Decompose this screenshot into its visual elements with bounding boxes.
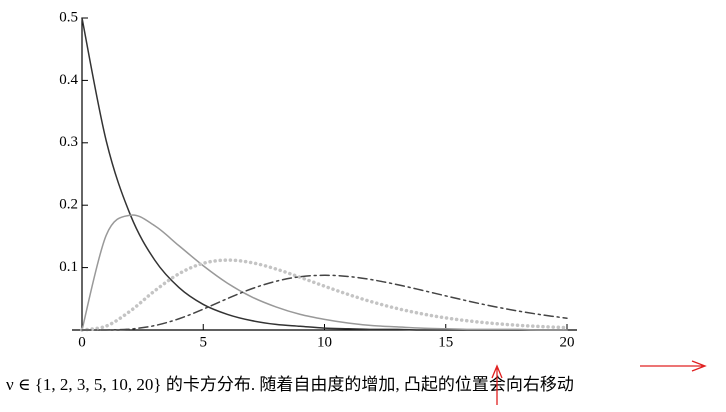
series-line bbox=[81, 214, 568, 331]
x-tick-label: 15 bbox=[438, 334, 453, 350]
series-line bbox=[81, 17, 568, 331]
y-tick-label: 0.1 bbox=[59, 259, 78, 275]
x-tick-label: 0 bbox=[78, 334, 86, 350]
y-tick-label: 0.2 bbox=[59, 197, 78, 213]
x-tick-label: 10 bbox=[317, 334, 332, 350]
annotation-arrows bbox=[491, 360, 707, 405]
up-arrow bbox=[491, 364, 503, 405]
series-line bbox=[80, 258, 569, 332]
y-tick-label: 0.4 bbox=[59, 72, 78, 88]
caption: ν ∈ {1, 2, 3, 5, 10, 20} 的卡方分布. 随着自由度的增加… bbox=[6, 375, 574, 394]
x-tick-label: 20 bbox=[560, 334, 575, 350]
series-line bbox=[81, 274, 568, 331]
y-tick-label: 0.3 bbox=[59, 134, 78, 150]
x-tick-label: 5 bbox=[200, 334, 208, 350]
right-arrow bbox=[640, 360, 707, 372]
y-tick-label: 0.5 bbox=[59, 9, 78, 25]
